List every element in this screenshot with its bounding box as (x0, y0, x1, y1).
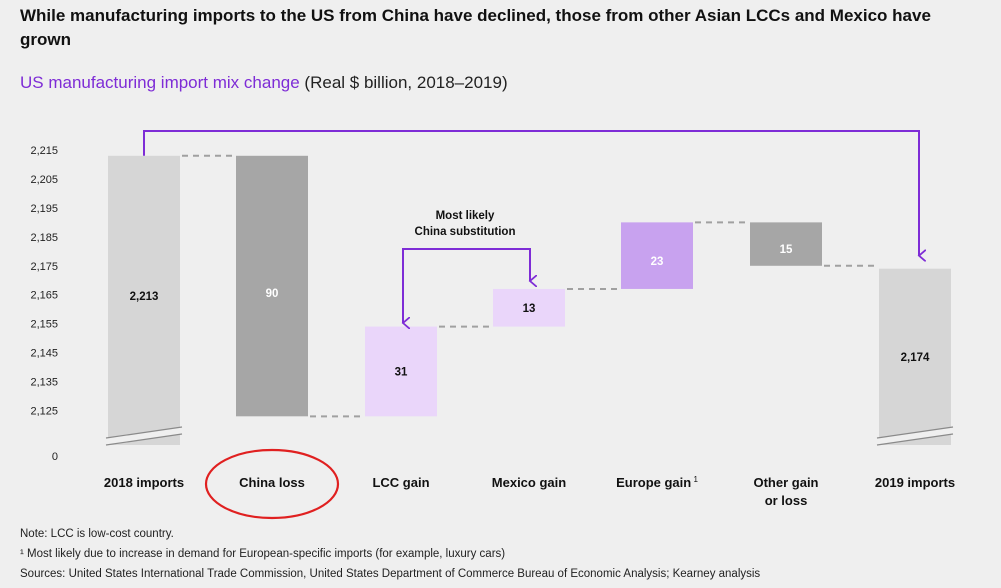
annotation-line-1: Most likely (436, 210, 495, 222)
x-axis-label: 2018 imports (104, 475, 184, 490)
connector-lines (182, 154, 877, 418)
note-europe: ¹ Most likely due to increase in demand … (20, 548, 506, 560)
chart-title: While manufacturing imports to the US fr… (20, 6, 931, 49)
bar-value-label: 23 (651, 256, 664, 268)
total-flow-arrow (143, 130, 919, 256)
axis-break-mark (879, 427, 951, 445)
y-tick-label: 2,165 (30, 290, 58, 302)
x-axis-label: Mexico gain (492, 475, 566, 490)
axis-break-line (876, 433, 954, 446)
axis-break-line (105, 433, 183, 446)
bar-labels: 2,213 90 31 13 23 15 2,174 (130, 244, 930, 378)
y-tick-label: 2,155 (30, 319, 58, 331)
bar-2019-imports (879, 268, 951, 445)
subtitle-units: (Real $ billion, 2018–2019) (304, 73, 508, 92)
bar-value-label: 15 (780, 244, 793, 256)
highlight-circle (204, 448, 340, 520)
x-axis-label: LCC gain (372, 475, 429, 490)
bar-value-label: 13 (523, 303, 536, 315)
bars (108, 155, 951, 445)
x-axis-label: 2019 imports (875, 475, 955, 490)
x-axis-labels: 2018 imports China loss LCC gain Mexico gai… (104, 475, 955, 508)
y-tick-label: 2,125 (30, 406, 58, 418)
bar-value-label: 31 (395, 366, 408, 378)
y-tick-label: 2,215 (30, 145, 58, 157)
y-tick-label: 2,185 (30, 232, 58, 244)
subtitle-main: US manufacturing import mix change (20, 73, 300, 92)
note-lcc: Note: LCC is low-cost country. (20, 528, 174, 540)
bar-other-gain-or-loss (750, 222, 822, 266)
substitution-arrow-lcc (403, 248, 465, 323)
bar-mexico-gain (493, 288, 565, 327)
bar-lcc-gain (365, 326, 437, 417)
bar-value-label: 2,213 (130, 291, 159, 303)
footnotes: Note: LCC is low-cost country. ¹ Most li… (20, 524, 760, 584)
axis-break-mark (108, 427, 180, 445)
axis-break-marks (105, 426, 954, 446)
axis-break-line (105, 426, 183, 439)
y-axis: 2,215 2,205 2,195 2,185 2,175 2,165 2,155 2,145… (30, 145, 58, 463)
flow-arrows (143, 130, 919, 323)
y-tick-label: 0 (52, 451, 58, 463)
bar-china-loss (236, 155, 308, 417)
note-sources: Sources: United States International Tra… (20, 568, 761, 580)
bar-value-label: 90 (266, 288, 279, 300)
bar-2018-imports (108, 155, 180, 445)
x-axis-label: China loss (239, 475, 305, 490)
y-tick-label: 2,195 (30, 203, 58, 215)
bar-value-label: 2,174 (901, 352, 930, 364)
y-tick-label: 2,135 (30, 377, 58, 389)
y-tick-label: 2,145 (30, 348, 58, 360)
axis-break-line (876, 426, 954, 439)
x-axis-label: Europe gain 1 (616, 475, 698, 490)
x-axis-label: Other gain or loss (753, 475, 818, 508)
chart-subtitle: US manufacturing import mix change (Real… (20, 72, 508, 94)
bar-europe-gain (621, 222, 693, 289)
annotation-line-2: China substitution (415, 226, 516, 238)
y-tick-label: 2,205 (30, 174, 58, 186)
substitution-arrow-mexico (465, 248, 530, 281)
y-tick-label: 2,175 (30, 261, 58, 273)
